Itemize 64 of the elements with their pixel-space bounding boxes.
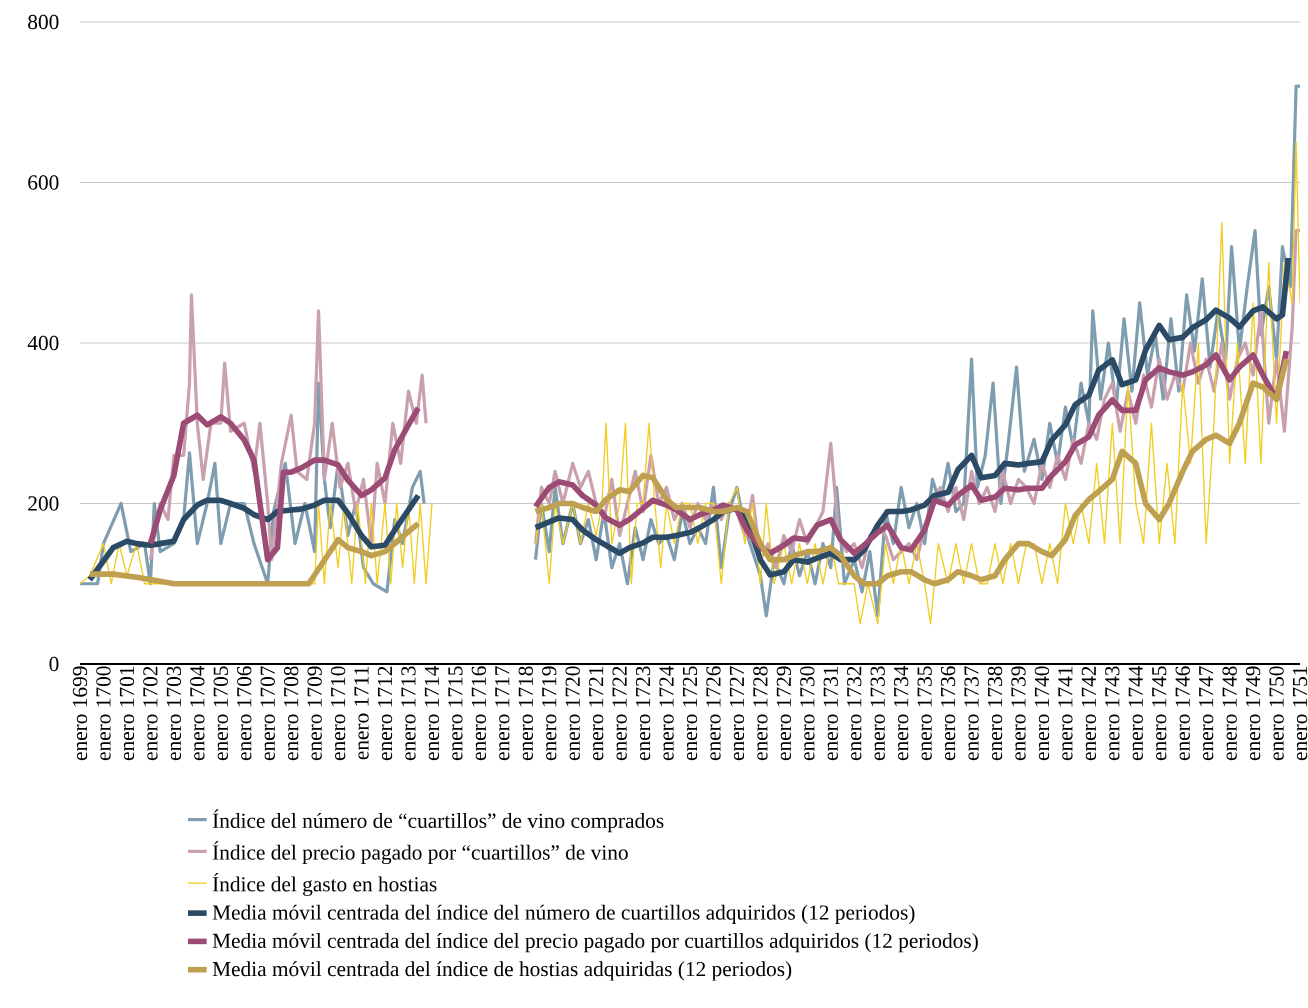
x-tick-label: enero 1705: [213, 666, 228, 761]
x-tick-label: enero 1726: [706, 666, 721, 761]
legend-label: Media móvil centrada del índice de hostias adquiridas (12 periodos): [212, 961, 792, 981]
x-tick-label: enero 1744: [1128, 665, 1143, 761]
x-tick-label: enero 1740: [1034, 666, 1050, 761]
x-tick-label: enero 1737: [964, 666, 979, 761]
x-tick-label: enero 1707: [260, 666, 275, 761]
x-tick-label: enero 1736: [940, 666, 956, 761]
x-tick-label: enero 1722: [612, 666, 627, 761]
y-tick-label: 800: [28, 14, 59, 30]
legend-label: Índice del gasto en hostias: [212, 872, 437, 896]
y-tick-label: 0: [49, 656, 59, 672]
x-tick-label: enero 1724: [659, 665, 674, 761]
x-tick-label: enero 1734: [894, 665, 909, 761]
x-tick-label: enero 1721: [589, 666, 604, 761]
x-tick-label: enero 1720: [565, 666, 580, 761]
legend-label: Índice del número de “cuartillos” de vino comprados: [212, 809, 664, 833]
legend-label: Media móvil centrada del índice del número de cuartillos adquiridos (12 periodos): [212, 904, 915, 925]
x-tick-label: enero 1725: [682, 666, 698, 761]
x-tick-label: enero 1751: [1292, 666, 1308, 761]
x-tick-label: enero 1743: [1105, 666, 1120, 761]
x-tick-label: enero 1730: [800, 666, 815, 761]
x-tick-label: enero 1717: [495, 666, 510, 761]
x-tick-label: enero 1727: [729, 666, 745, 761]
x-tick-label: enero 1716: [471, 666, 487, 761]
x-tick-label: enero 1728: [753, 666, 768, 761]
y-tick-label: 600: [28, 175, 59, 190]
x-tick-label: enero 1710: [330, 666, 346, 761]
x-tick-label: enero 1739: [1011, 666, 1026, 761]
x-tick-label: enero 1733: [870, 666, 885, 761]
x-tick-label: enero 1700: [96, 666, 111, 761]
x-tick-label: enero 1711: [354, 666, 369, 760]
x-tick-label: enero 1723: [635, 666, 651, 761]
x-tick-label: enero 1713: [401, 666, 416, 761]
x-tick-label: enero 1699: [72, 666, 88, 761]
x-tick-label: enero 1742: [1081, 666, 1097, 761]
x-tick-label: enero 1703: [166, 666, 182, 761]
x-tick-label: enero 1701: [119, 666, 135, 761]
x-tick-label: enero 1715: [448, 666, 463, 761]
y-tick-label: 200: [28, 496, 59, 511]
x-tick-label: enero 1738: [987, 666, 1003, 761]
x-tick-label: enero 1714: [424, 665, 440, 761]
x-tick-label: enero 1731: [823, 666, 838, 761]
x-tick-label: enero 1748: [1222, 666, 1237, 761]
x-tick-label: enero 1704: [190, 665, 205, 761]
legend-label: Índice del precio pagado por “cuartillos” de vino: [212, 841, 628, 865]
x-tick-label: enero 1702: [143, 666, 158, 761]
x-tick-label: enero 1706: [237, 666, 252, 761]
x-tick-label: enero 1750: [1269, 666, 1284, 761]
y-tick-label: 400: [27, 335, 59, 351]
x-tick-label: enero 1749: [1245, 666, 1261, 761]
x-tick-label: enero 1735: [917, 666, 932, 761]
x-tick-label: enero 1747: [1199, 666, 1214, 761]
x-tick-label: enero 1708: [283, 666, 299, 761]
x-tick-label: enero 1741: [1058, 666, 1073, 761]
x-tick-label: enero 1718: [518, 666, 533, 761]
x-tick-label: enero 1712: [377, 666, 393, 761]
x-tick-label: enero 1745: [1152, 666, 1167, 761]
legend-label: Media móvil centrada del índice del precio pagado por cuartillos adquiridos (12 periodos): [212, 932, 978, 953]
x-tick-label: enero 1729: [776, 666, 792, 761]
x-tick-label: enero 1732: [847, 666, 862, 761]
x-tick-label: enero 1719: [542, 666, 557, 761]
x-tick-label: enero 1709: [307, 666, 322, 761]
x-tick-label: enero 1746: [1175, 666, 1190, 761]
